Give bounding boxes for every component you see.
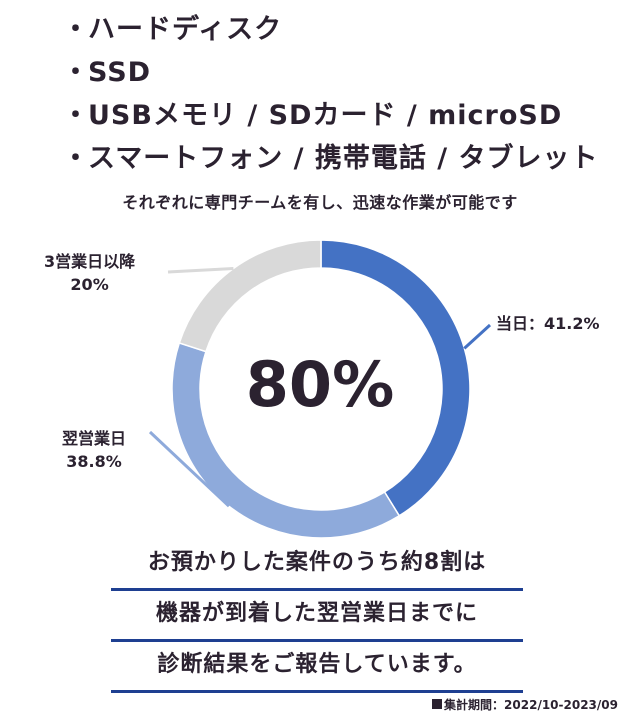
square-icon [432, 699, 443, 709]
media-type-list: ・ハードディスク ・SSD ・USBメモリ / SDカード / microSD … [62, 8, 599, 180]
media-item: ・スマートフォン / 携帯電話 / タブレット [62, 137, 599, 180]
bullet: ・ [62, 57, 90, 88]
summary-line: 機器が到着した翌営業日までに [111, 591, 523, 642]
media-item-label: スマートフォン / 携帯電話 / タブレット [88, 143, 599, 174]
media-item: ・ハードディスク [62, 8, 599, 51]
media-item: ・SSD [62, 51, 599, 94]
media-item: ・USBメモリ / SDカード / microSD [62, 94, 599, 137]
bullet: ・ [62, 100, 90, 131]
leader-line-three-day [167, 266, 234, 274]
label-same-day: 当日：41.2% [496, 314, 600, 333]
leader-line-same-day [463, 323, 492, 350]
summary-box: お預かりした案件のうち約8割は 機器が到着した翌営業日までに 診断結果をご報告し… [111, 540, 523, 693]
media-item-label: ハードディスク [88, 14, 283, 45]
label-three-day: 3営業日以降 20% [44, 250, 135, 296]
slice-three-day [178, 239, 322, 353]
period-text: 集計期間：2022/10-2023/09 [444, 698, 618, 712]
media-item-label: SSD [88, 57, 152, 88]
label-next-day: 翌営業日 38.8% [62, 427, 126, 473]
bullet: ・ [62, 143, 90, 174]
label-three-day-value: 20% [70, 275, 109, 294]
bullet: ・ [62, 14, 90, 45]
label-next-day-name: 翌営業日 [62, 429, 127, 448]
summary-line: お預かりした案件のうち約8割は [111, 540, 523, 591]
leader-line-next-day [148, 430, 230, 508]
media-item-label: USBメモリ / SDカード / microSD [88, 100, 563, 131]
center-value: 80% [245, 348, 395, 421]
aggregation-period: 集計期間：2022/10-2023/09 [432, 696, 618, 713]
label-three-day-name: 3営業日以降 [44, 252, 136, 271]
summary-line: 診断結果をご報告しています。 [111, 642, 523, 693]
label-next-day-value: 38.8% [66, 452, 122, 471]
subtitle: それぞれに専門チームを有し、迅速な作業が可能です [122, 193, 518, 212]
